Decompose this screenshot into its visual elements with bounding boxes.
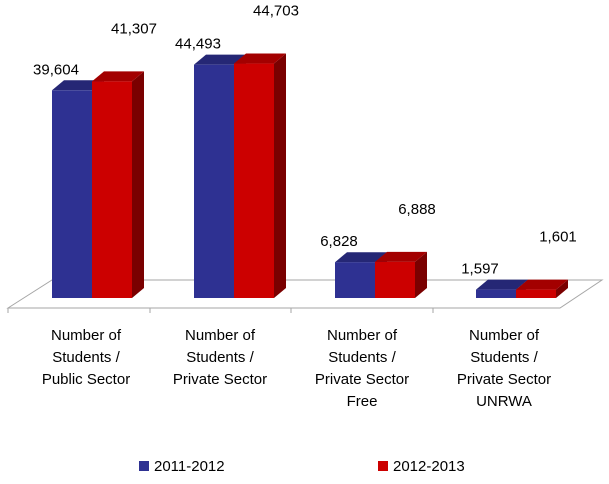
bar-top-face <box>516 279 568 290</box>
data-label-2011-2012-2: 44,493 <box>175 36 221 53</box>
data-label-2012-2013-3: 6,888 <box>398 201 436 218</box>
bar-top-face <box>194 54 246 65</box>
category-label-3: Number of Students / Private Sector Free <box>315 327 409 410</box>
category-label-line: Private Sector <box>315 371 409 388</box>
bar-side-face <box>415 251 427 298</box>
category-label-line: Students / <box>52 349 120 366</box>
legend-item-2011-2012: 2011-2012 <box>139 458 225 475</box>
bar-front-face <box>194 64 234 298</box>
bar-2012-2013-1 <box>92 71 144 298</box>
bar-front-face <box>52 90 92 299</box>
data-label-2011-2012-1: 39,604 <box>33 61 79 78</box>
category-label-1: Number of Students / Public Sector <box>42 327 130 388</box>
bar-top-face <box>52 80 104 91</box>
bar-top-face <box>375 251 427 262</box>
category-label-line: UNRWA <box>476 393 532 410</box>
category-label-line: Number of <box>185 327 256 344</box>
category-label-line: Students / <box>186 349 254 366</box>
legend-item-2012-2013: 2012-2013 <box>378 458 465 475</box>
data-label-2011-2012-3: 6,828 <box>320 233 358 250</box>
bar-front-face <box>476 289 516 298</box>
bar-top-face <box>92 71 144 82</box>
bar-2012-2013-4 <box>516 279 568 298</box>
category-label-line: Free <box>347 393 378 410</box>
legend-swatch <box>378 461 388 471</box>
legend-label: 2011-2012 <box>154 458 225 475</box>
category-label-2: Number of Students / Private Sector <box>173 327 267 388</box>
bar-top-face <box>234 53 286 64</box>
bar-side-face <box>556 279 568 298</box>
bar-front-face <box>375 261 415 298</box>
legend-swatch <box>139 461 149 471</box>
category-label-line: Students / <box>328 349 396 366</box>
category-label-line: Number of <box>327 327 398 344</box>
bar-2012-2013-2 <box>234 53 286 298</box>
bar-top-face <box>476 279 528 290</box>
data-label-2011-2012-4: 1,597 <box>461 261 499 278</box>
data-label-2012-2013-4: 1,601 <box>539 229 577 246</box>
category-label-line: Public Sector <box>42 371 130 388</box>
data-label-2012-2013-2: 44,703 <box>253 3 299 20</box>
category-label-line: Private Sector <box>457 371 551 388</box>
bar-front-face <box>516 289 556 298</box>
data-label-2012-2013-1: 41,307 <box>111 20 157 37</box>
category-label-line: Students / <box>470 349 538 366</box>
legend-label: 2012-2013 <box>393 458 465 475</box>
bar-front-face <box>92 81 132 298</box>
bar-2012-2013-3 <box>375 251 427 298</box>
category-label-line: Number of <box>469 327 540 344</box>
bar-front-face <box>335 262 375 298</box>
category-label-4: Number of Students / Private Sector UNRWA <box>457 327 551 410</box>
bar-side-face <box>132 71 144 298</box>
bar-side-face <box>274 53 286 298</box>
category-label-line: Number of <box>51 327 122 344</box>
category-label-line: Private Sector <box>173 371 267 388</box>
bar-front-face <box>234 63 274 298</box>
bar-top-face <box>335 252 387 263</box>
